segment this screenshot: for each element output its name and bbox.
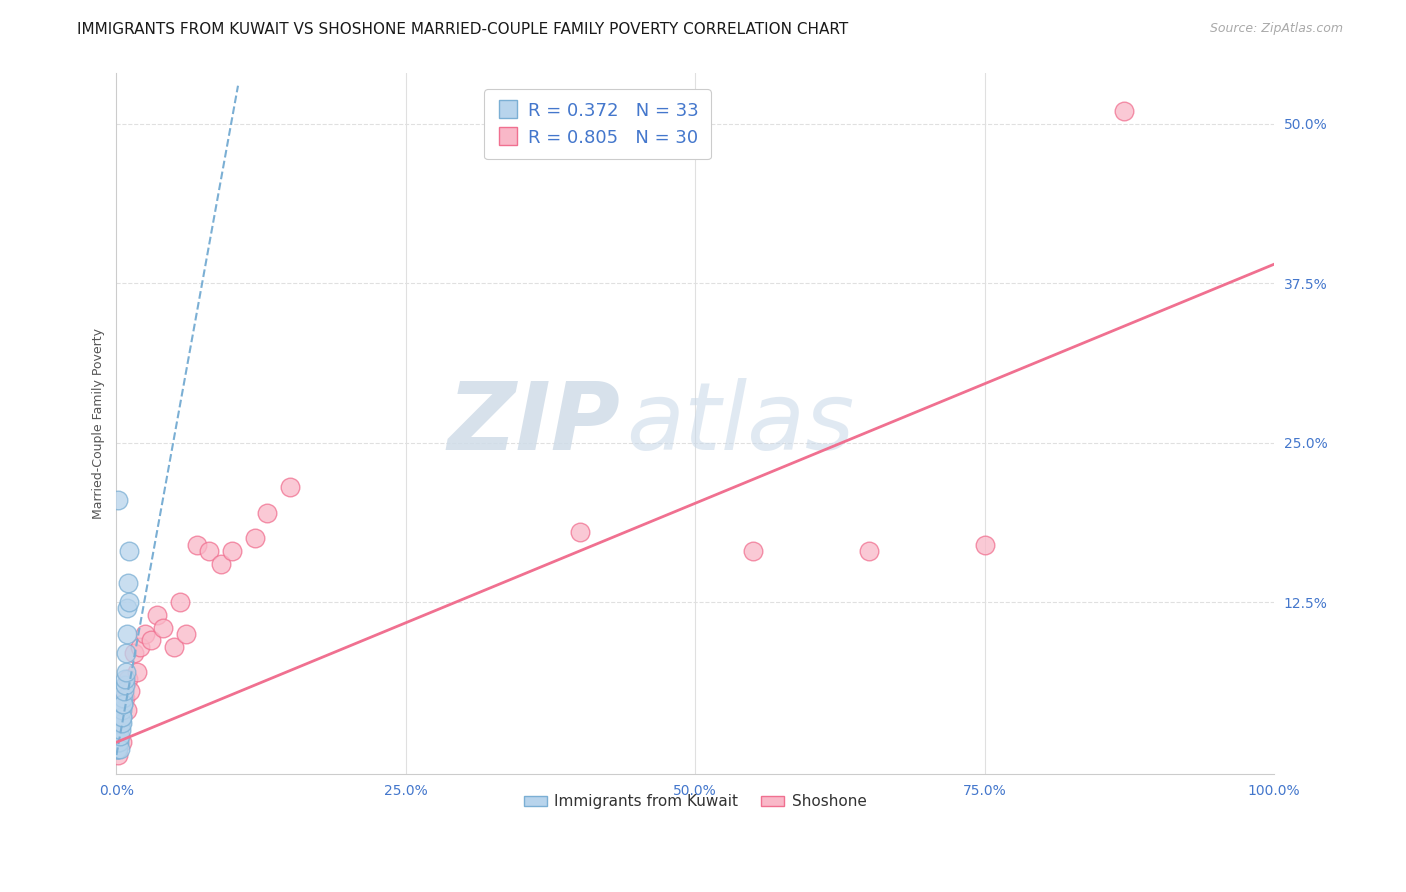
- Point: [111, 710, 134, 724]
- Point: [114, 678, 136, 692]
- Point: [107, 735, 129, 749]
- Point: [110, 716, 132, 731]
- Legend: Immigrants from Kuwait, Shoshone: Immigrants from Kuwait, Shoshone: [517, 789, 873, 815]
- Point: [108, 710, 131, 724]
- Point: [198, 544, 221, 558]
- Point: [111, 710, 134, 724]
- Point: [108, 735, 131, 749]
- Point: [742, 544, 765, 558]
- Point: [107, 747, 129, 762]
- Point: [114, 690, 136, 705]
- Point: [256, 506, 278, 520]
- Point: [107, 735, 129, 749]
- Point: [127, 665, 149, 680]
- Point: [117, 601, 139, 615]
- Point: [122, 646, 145, 660]
- Y-axis label: Married-Couple Family Poverty: Married-Couple Family Poverty: [93, 328, 105, 519]
- Point: [108, 729, 131, 743]
- Point: [973, 538, 995, 552]
- Point: [117, 544, 139, 558]
- Point: [111, 716, 134, 731]
- Point: [107, 723, 129, 737]
- Point: [108, 716, 131, 731]
- Text: Source: ZipAtlas.com: Source: ZipAtlas.com: [1209, 22, 1343, 36]
- Point: [114, 665, 136, 680]
- Point: [111, 735, 134, 749]
- Point: [118, 595, 141, 609]
- Point: [134, 627, 156, 641]
- Point: [163, 640, 186, 654]
- Point: [245, 531, 267, 545]
- Point: [112, 697, 135, 711]
- Point: [105, 741, 128, 756]
- Point: [115, 627, 138, 641]
- Point: [128, 640, 150, 654]
- Point: [1112, 104, 1135, 119]
- Point: [112, 690, 135, 705]
- Text: IMMIGRANTS FROM KUWAIT VS SHOSHONE MARRIED-COUPLE FAMILY POVERTY CORRELATION CHA: IMMIGRANTS FROM KUWAIT VS SHOSHONE MARRI…: [77, 22, 849, 37]
- Point: [105, 741, 128, 756]
- Point: [117, 672, 139, 686]
- Point: [186, 538, 208, 552]
- Point: [107, 493, 129, 508]
- Point: [115, 646, 138, 660]
- Point: [169, 595, 191, 609]
- Point: [115, 703, 138, 717]
- Point: [107, 729, 129, 743]
- Point: [112, 684, 135, 698]
- Point: [141, 633, 163, 648]
- Point: [146, 607, 169, 622]
- Point: [117, 575, 139, 590]
- Point: [110, 723, 132, 737]
- Point: [108, 741, 131, 756]
- Point: [209, 557, 232, 571]
- Point: [278, 480, 301, 494]
- Point: [107, 729, 129, 743]
- Point: [111, 697, 134, 711]
- Point: [120, 684, 142, 698]
- Point: [110, 710, 132, 724]
- Point: [568, 524, 591, 539]
- Point: [110, 703, 132, 717]
- Text: atlas: atlas: [626, 378, 853, 469]
- Point: [858, 544, 880, 558]
- Point: [114, 672, 136, 686]
- Point: [221, 544, 243, 558]
- Point: [174, 627, 197, 641]
- Point: [107, 741, 129, 756]
- Point: [152, 620, 174, 634]
- Text: ZIP: ZIP: [447, 377, 620, 469]
- Point: [111, 703, 134, 717]
